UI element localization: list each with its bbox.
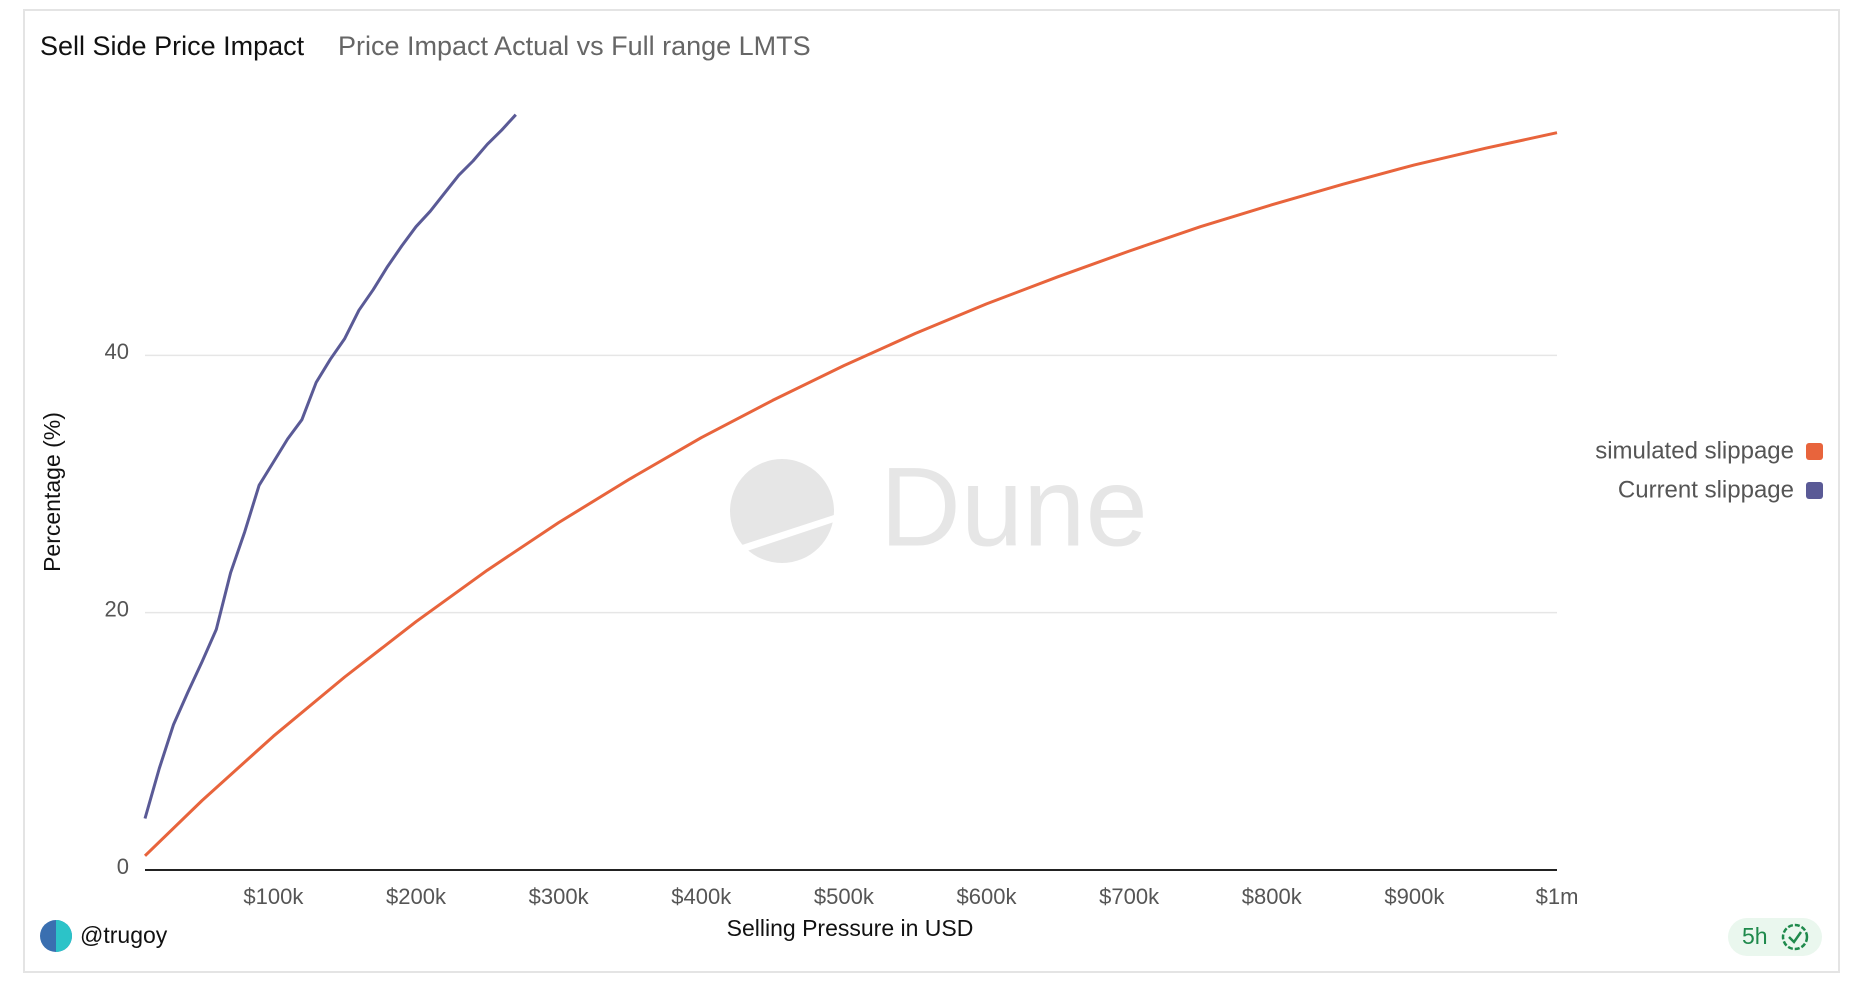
x-tick-label: $700k [1099,884,1160,909]
y-tick-label: 0 [117,854,129,879]
watermark-logo-stripe [742,515,834,552]
watermark-text: Dune [880,445,1148,570]
watermark-logo [730,459,834,563]
x-tick-label: $100k [243,884,304,909]
x-tick-label: $200k [386,884,447,909]
x-tick-label: $300k [529,884,590,909]
x-tick-label: $400k [671,884,732,909]
chart-title: Sell Side Price Impact [40,31,305,61]
y-tick-label: 20 [105,596,129,621]
legend-label: simulated slippage [1595,437,1794,464]
age-text: 5h [1742,923,1768,949]
author-avatar-half [56,920,72,952]
x-tick-label: $600k [957,884,1018,909]
y-axis-label: Percentage (%) [39,412,65,572]
watermark: Dune [730,445,1148,570]
y-tick-label: 40 [105,339,129,364]
author-name[interactable]: @trugoy [80,922,168,948]
x-tick-label: $800k [1242,884,1303,909]
card-border [23,9,1840,973]
x-axis-label: Selling Pressure in USD [727,915,974,941]
x-tick-label: $500k [814,884,875,909]
legend-swatch [1806,482,1823,499]
author[interactable]: @trugoy [40,920,168,952]
chart-subtitle: Price Impact Actual vs Full range LMTS [338,31,811,61]
legend: simulated slippage Current slippage [1595,437,1794,503]
series-line [143,131,1558,857]
legend-swatch [1806,443,1823,460]
x-tick-label: $1m [1536,884,1579,909]
verified-check [1788,931,1803,944]
series-line [143,113,517,819]
x-tick-label: $900k [1384,884,1445,909]
age-badge-bg [1728,918,1822,956]
age-badge: 5h [1728,918,1822,956]
legend-label: Current slippage [1618,476,1794,503]
verified-icon [1781,923,1809,951]
